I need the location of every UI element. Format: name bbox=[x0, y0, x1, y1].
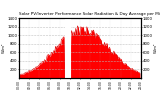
Y-axis label: W/m²: W/m² bbox=[154, 43, 158, 53]
Y-axis label: W/m²: W/m² bbox=[2, 43, 6, 53]
Text: Solar PV/Inverter Performance Solar Radiation & Day Average per Minute: Solar PV/Inverter Performance Solar Radi… bbox=[19, 12, 160, 16]
